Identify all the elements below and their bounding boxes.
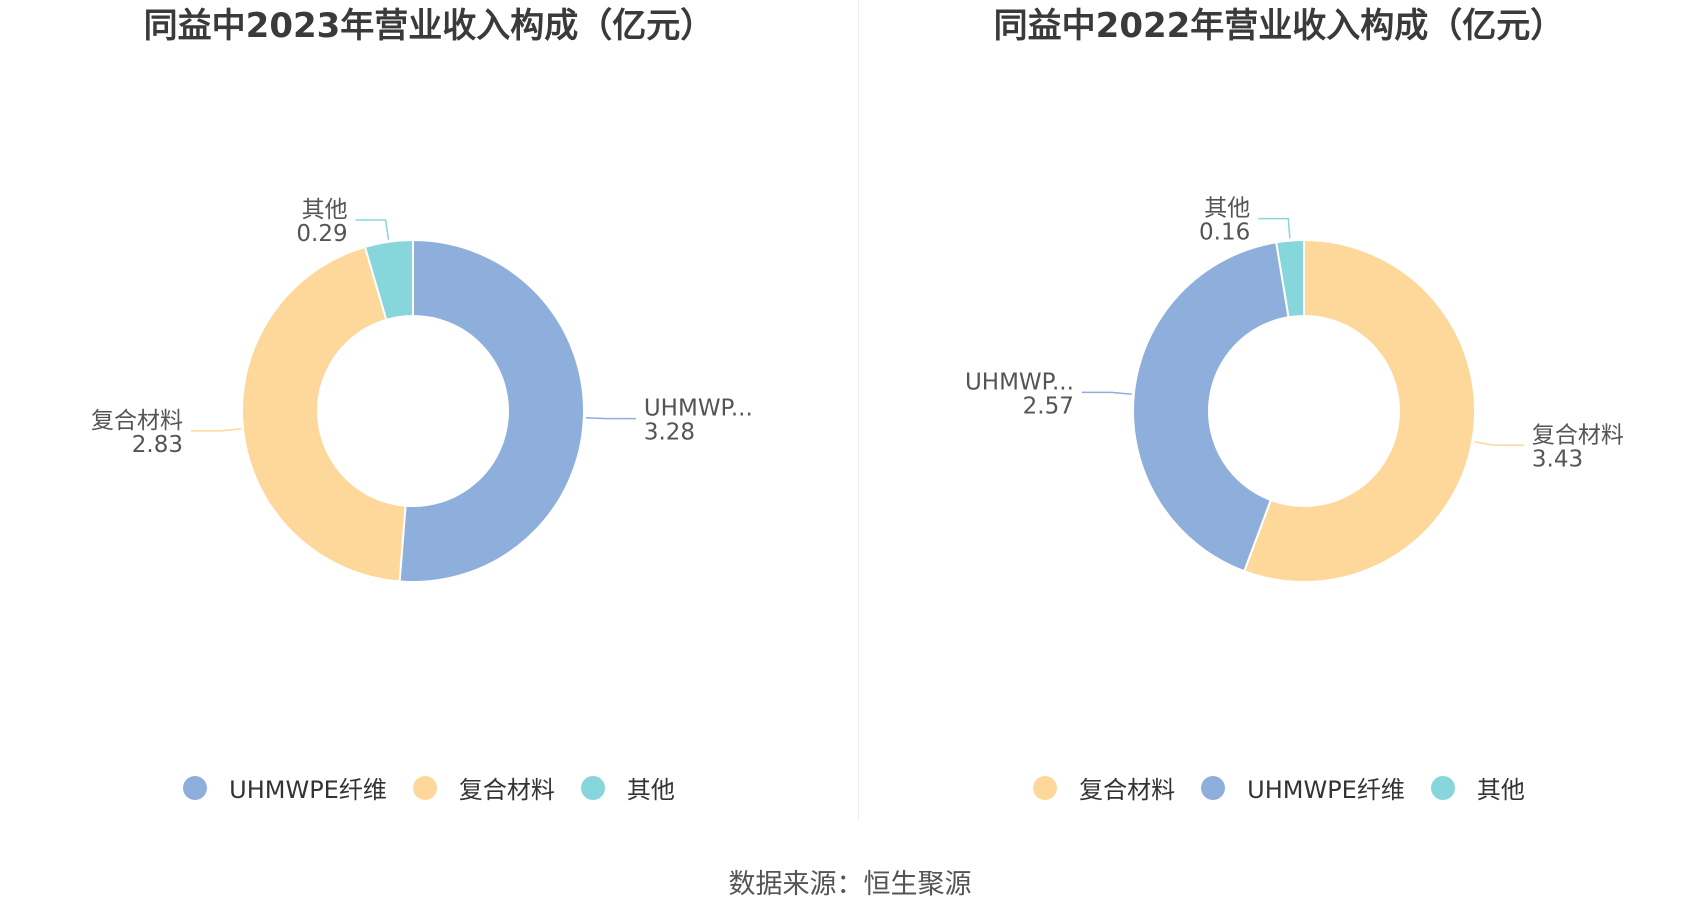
- donut-slice[interactable]: [1242, 238, 1476, 583]
- leader-line: [1258, 217, 1291, 239]
- slice-value-label: 3.28: [644, 420, 695, 446]
- panel-divider: [858, 0, 859, 820]
- leader-line: [585, 417, 636, 420]
- chart-title: 同益中2022年营业收入构成（亿元）: [993, 6, 1565, 46]
- legend-label: 其他: [626, 776, 675, 804]
- leader-line: [1081, 391, 1132, 396]
- data-source: 数据来源：恒生聚源: [728, 869, 972, 900]
- slice-value-label: 0.29: [296, 221, 347, 247]
- slice-value-label: 2.57: [1023, 393, 1074, 419]
- slice-name-label: 复合材料: [91, 408, 183, 434]
- chart-panel-2023: 同益中2023年营业收入构成（亿元） UHMWP... 3.28 复合材料 2.83 其…: [0, 0, 858, 820]
- slice-name-label: 其他: [302, 197, 348, 223]
- legend-item-other[interactable]: 其他: [1430, 770, 1525, 805]
- legend-label: 复合材料: [458, 776, 555, 804]
- donut-slice[interactable]: [1275, 238, 1305, 319]
- legend-marker: [183, 775, 208, 800]
- leader-line: [1474, 440, 1524, 447]
- slice-name-label: 复合材料: [1532, 422, 1624, 448]
- legend-item-uhmwpe[interactable]: UHMWPE纤维: [183, 770, 387, 805]
- slice-value-label: 3.43: [1532, 446, 1583, 472]
- legend-marker: [412, 775, 437, 800]
- legend-label: UHMWPE纤维: [229, 776, 387, 804]
- legend-marker: [1201, 775, 1226, 800]
- donut-slice[interactable]: [1132, 241, 1290, 573]
- slice-name-label: UHMWP...: [965, 369, 1074, 395]
- legend-item-uhmwpe[interactable]: UHMWPE纤维: [1201, 770, 1405, 805]
- leader-line: [355, 219, 390, 240]
- legend-item-other[interactable]: 其他: [580, 770, 675, 805]
- legend-label: 其他: [1476, 776, 1525, 804]
- chart-panel-2022: 同益中2022年营业收入构成（亿元） 复合材料 3.43 UHMWP... 2.57 其…: [858, 0, 1700, 820]
- chart-title: 同益中2023年营业收入构成（亿元）: [143, 6, 715, 46]
- legend-marker: [580, 775, 605, 800]
- donut-slice[interactable]: [241, 245, 407, 583]
- slice-value-label: 2.83: [132, 432, 183, 458]
- donut-slice[interactable]: [398, 238, 585, 583]
- slice-name-label: 其他: [1204, 196, 1250, 222]
- legend: UHMWPE纤维 复合材料 其他: [0, 770, 858, 805]
- donut-slice[interactable]: [363, 238, 414, 322]
- legend-marker: [1033, 775, 1058, 800]
- legend: 复合材料 UHMWPE纤维 其他: [858, 770, 1700, 805]
- legend-item-composite[interactable]: 复合材料: [412, 770, 555, 805]
- legend-marker: [1430, 775, 1455, 800]
- legend-label: UHMWPE纤维: [1247, 776, 1405, 804]
- legend-item-composite[interactable]: 复合材料: [1033, 770, 1175, 805]
- slice-value-label: 0.16: [1199, 220, 1250, 246]
- legend-label: 复合材料: [1079, 776, 1176, 804]
- leader-line: [191, 428, 241, 432]
- slice-name-label: UHMWP...: [644, 396, 753, 422]
